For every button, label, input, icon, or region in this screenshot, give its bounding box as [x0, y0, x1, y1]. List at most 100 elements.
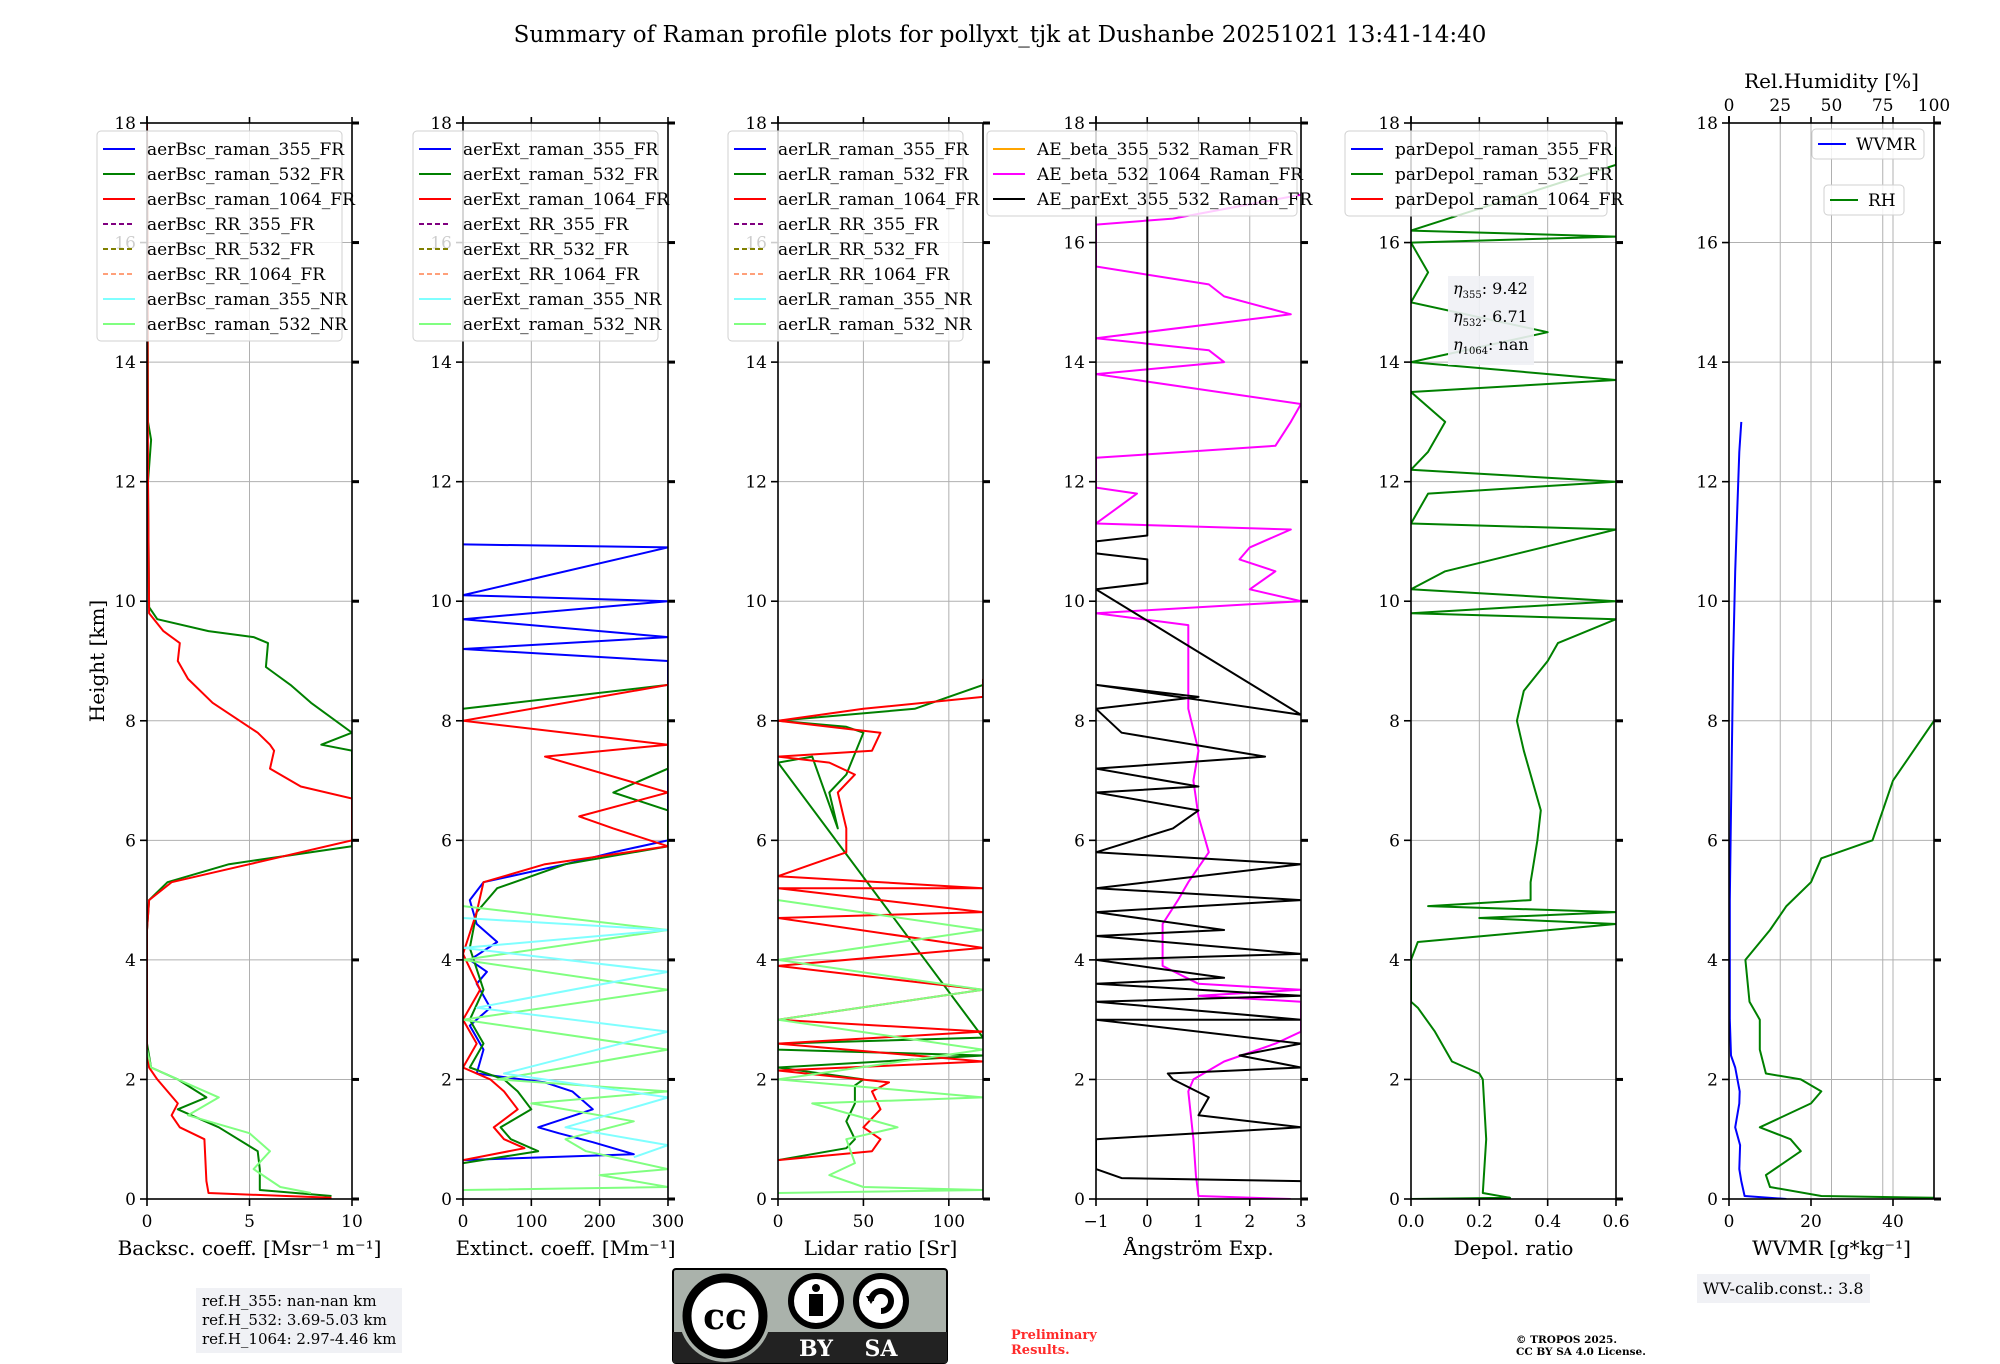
legend-label: aerBsc_RR_355_FR: [147, 215, 315, 235]
xtick-label: 0.6: [1602, 1212, 1629, 1232]
panel-wvmr: 0 2 4 6 8 10 12 14 16 18 0 20 40 0 25 50 75 100 Rel.Humidi…: [1696, 69, 1950, 1260]
cc-by-sa-badge[interactable]: cc BY SA: [672, 1268, 948, 1364]
ytick-label: 18: [114, 114, 136, 134]
legend-label: aerExt_RR_532_FR: [463, 240, 629, 260]
legend-label: aerExt_RR_1064_FR: [463, 265, 640, 285]
eta-box: η355: 9.42 η532: 6.71 η1064: nan: [1448, 276, 1534, 365]
ytick-label: 6: [125, 831, 136, 851]
ytick-label: 8: [1074, 712, 1085, 732]
ytick-label: 10: [1063, 592, 1085, 612]
legend-label: aerBsc_raman_355_FR: [147, 140, 345, 160]
xtick-label: 5: [244, 1212, 255, 1232]
series-line-aerBsc_raman_1064_FR: [147, 123, 352, 1199]
legend-label: aerLR_raman_532_NR: [778, 315, 973, 335]
top-xtick-label: 75: [1872, 96, 1894, 116]
ytick-label: 6: [1074, 831, 1085, 851]
legend-label: aerBsc_raman_1064_FR: [147, 190, 356, 210]
x-axis-label: Extinct. coeff. [Mm⁻¹]: [455, 1236, 675, 1260]
ytick-label: 10: [1696, 592, 1718, 612]
ytick-label: 4: [441, 951, 452, 971]
ytick-label: 2: [441, 1070, 452, 1090]
ytick-label: 18: [745, 114, 767, 134]
ytick-label: 0: [125, 1190, 136, 1210]
ytick-label: 4: [1389, 951, 1400, 971]
cc-text: cc: [703, 1296, 747, 1338]
axes-frame: [1410, 122, 1617, 1200]
ytick-label: 0: [441, 1190, 452, 1210]
xtick-label: 100: [933, 1212, 965, 1232]
ref-height-532: ref.H_532: 3.69-5.03 km: [202, 1311, 387, 1329]
legend-label: AE_beta_532_1064_Raman_FR: [1036, 165, 1304, 185]
legend-label: aerBsc_RR_1064_FR: [147, 265, 326, 285]
ytick-label: 2: [756, 1070, 767, 1090]
eta-1064: η1064: nan: [1453, 335, 1529, 358]
share-alike-icon: [853, 1273, 909, 1329]
legend-label: parDepol_raman_532_FR: [1395, 165, 1614, 185]
ytick-label: 12: [745, 473, 767, 493]
legend-label: parDepol_raman_1064_FR: [1395, 190, 1624, 210]
x-axis-label: Ångström Exp.: [1122, 1235, 1273, 1260]
ytick-label: 6: [1707, 831, 1718, 851]
xtick-label: 10: [341, 1212, 363, 1232]
legend-label: aerExt_RR_355_FR: [463, 215, 629, 235]
series-line-aerExt_raman_355_NR: [463, 917, 668, 1159]
legend-label: AE_parExt_355_532_Raman_FR: [1036, 190, 1313, 210]
series-group: [778, 678, 983, 1194]
ytick-label: 2: [1389, 1070, 1400, 1090]
ytick-label: 2: [1707, 1070, 1718, 1090]
legend-box: [1811, 128, 1925, 160]
xtick-label: 100: [515, 1212, 547, 1232]
panel-bsc: 0246810121416180510Backsc. coeff. [Msr⁻¹…: [85, 114, 381, 1260]
panel-depol: 0 2 4 6 8 10 12 14 16 18 0.0 0.2 0.4 0.6 Depol. ratio p…: [1344, 114, 1630, 1260]
axes-frame: [462, 122, 669, 1200]
ytick-label: 8: [125, 712, 136, 732]
ytick-label: 18: [1063, 114, 1085, 134]
preliminary-line-1: Preliminary: [1011, 1328, 1097, 1343]
series-group: [147, 123, 352, 1199]
series-line-AE_parExt_355_532_Raman_FR: [1096, 152, 1301, 1183]
legend-WVMR: WVMR: [1811, 128, 1925, 160]
legend-box: [412, 130, 659, 342]
top-xtick-label: 50: [1821, 96, 1843, 116]
ytick-label: 2: [125, 1070, 136, 1090]
legend-label: aerBsc_raman_355_NR: [147, 290, 348, 310]
legend: AE_beta_355_532_Raman_FR AE_beta_532_1064…: [986, 130, 1313, 217]
legend-label: RH: [1868, 191, 1896, 211]
ytick-label: 14: [1063, 353, 1085, 373]
copyright-line-1: © TROPOS 2025.: [1516, 1334, 1618, 1346]
top-xtick-label: 25: [1769, 96, 1791, 116]
ytick-label: 16: [1378, 234, 1400, 254]
xtick-label: 50: [853, 1212, 875, 1232]
ytick-label: 0: [756, 1190, 767, 1210]
reference-heights-box: ref.H_355: nan-nan km ref.H_532: 3.69-5.…: [196, 1288, 403, 1353]
legend: aerExt_raman_355_FR aerExt_raman_532_FRae…: [412, 130, 670, 342]
legend-label: aerLR_RR_1064_FR: [778, 265, 951, 285]
copyright-note: © TROPOS 2025. CC BY SA 4.0 License.: [1516, 1334, 1646, 1358]
series-line-aerExt_raman_1064_FR: [463, 683, 668, 1162]
ref-height-355: ref.H_355: nan-nan km: [202, 1292, 377, 1310]
ytick-label: 2: [1074, 1070, 1085, 1090]
x-axis-label: Depol. ratio: [1454, 1236, 1574, 1260]
x-axis-label: WVMR [g*kg⁻¹]: [1752, 1236, 1911, 1260]
series-group: [1729, 421, 1934, 1199]
ytick-label: 12: [1063, 473, 1085, 493]
legend-label: aerLR_raman_1064_FR: [778, 190, 980, 210]
ytick-label: 4: [125, 951, 136, 971]
legend-RH: RH: [1823, 184, 1905, 216]
xtick-label: 0.0: [1397, 1212, 1424, 1232]
top-axis-label: Rel.Humidity [%]: [1744, 69, 1919, 93]
ytick-label: 18: [1378, 114, 1400, 134]
legend-label: aerLR_RR_355_FR: [778, 215, 940, 235]
ytick-label: 10: [1378, 592, 1400, 612]
xtick-label: 20: [1800, 1212, 1822, 1232]
ytick-label: 10: [430, 592, 452, 612]
attribution-body: [809, 1294, 823, 1316]
series-line-AE_beta_532_1064_Raman_FR: [1096, 193, 1301, 1199]
x-axis-label: Backsc. coeff. [Msr⁻¹ m⁻¹]: [118, 1236, 382, 1260]
ytick-label: 14: [1696, 353, 1718, 373]
ytick-label: 0: [1074, 1190, 1085, 1210]
attribution-head: [812, 1284, 820, 1292]
series-group: [463, 543, 668, 1191]
ytick-label: 10: [114, 592, 136, 612]
